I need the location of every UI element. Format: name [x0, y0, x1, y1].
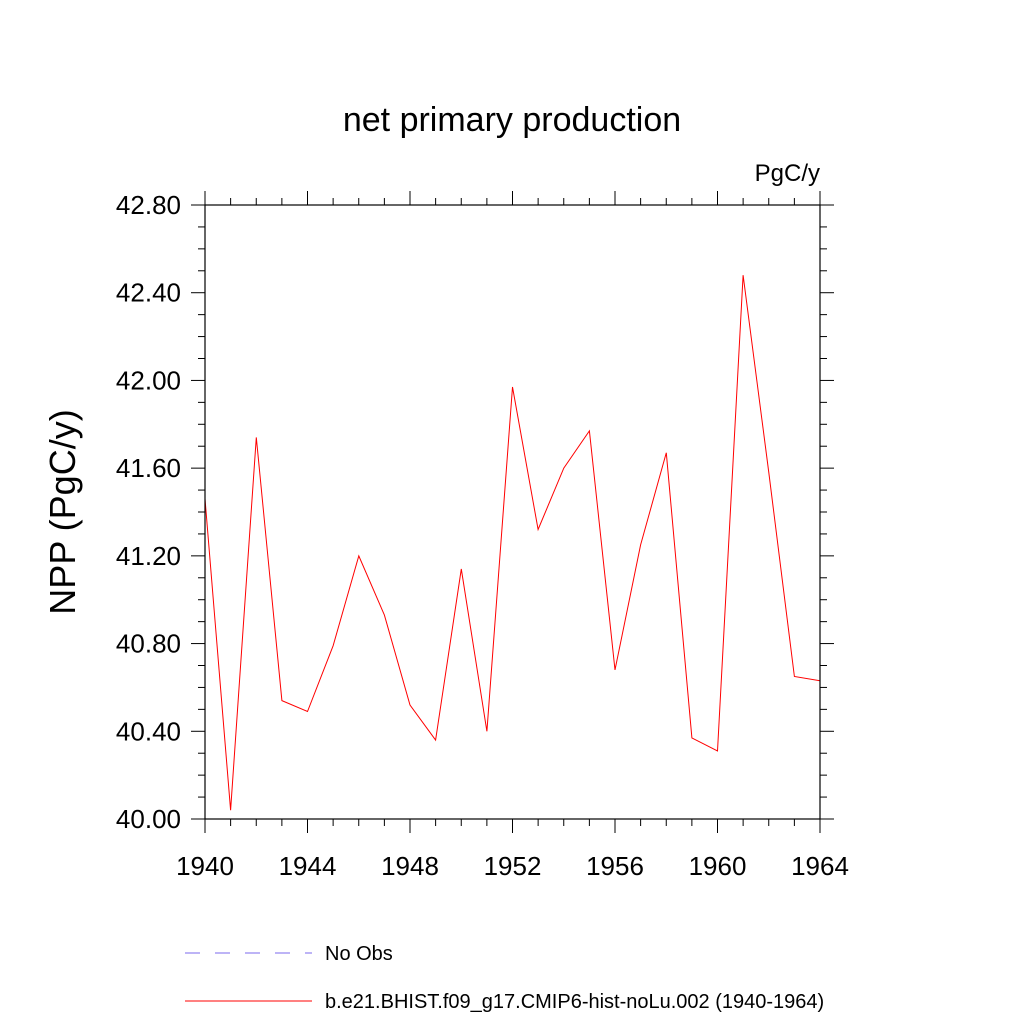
- tick-labels: 40.00 40.40 40.80 41.20 41.60 42.00 42.40 42.80…: [116, 190, 849, 881]
- chart-title: net primary production: [343, 101, 681, 139]
- legend-label: b.e21.BHIST.f09_g17.CMIP6-hist-noLu.002 …: [325, 991, 824, 1013]
- y-tick-label: 42.40: [116, 278, 181, 308]
- units-label: PgC/y: [755, 160, 820, 187]
- plot-frame: [204, 204, 821, 820]
- x-tick-label: 1952: [484, 851, 542, 881]
- y-tick-label: 40.40: [116, 716, 181, 746]
- x-tick-label: 1956: [586, 851, 644, 881]
- y-tick-label: 40.80: [116, 629, 181, 659]
- plot-area: [204, 275, 821, 811]
- legend: No Obs b.e21.BHIST.f09_g17.CMIP6-hist-noL…: [185, 943, 824, 1013]
- y-axis-label: NPP (PgC/y): [42, 409, 83, 614]
- x-tick-label: 1944: [279, 851, 337, 881]
- y-tick-label: 41.20: [116, 541, 181, 571]
- x-tick-label: 1960: [689, 851, 747, 881]
- y-tick-label: 40.00: [116, 804, 181, 834]
- x-tick-label: 1940: [176, 851, 234, 881]
- legend-label: No Obs: [325, 943, 393, 965]
- x-tick-label: 1948: [381, 851, 439, 881]
- y-tick-label: 42.80: [116, 190, 181, 220]
- axis-ticks: [191, 191, 834, 833]
- x-tick-label: 1964: [791, 851, 849, 881]
- series-line: [204, 275, 821, 811]
- y-tick-label: 41.60: [116, 453, 181, 483]
- y-tick-label: 42.00: [116, 365, 181, 395]
